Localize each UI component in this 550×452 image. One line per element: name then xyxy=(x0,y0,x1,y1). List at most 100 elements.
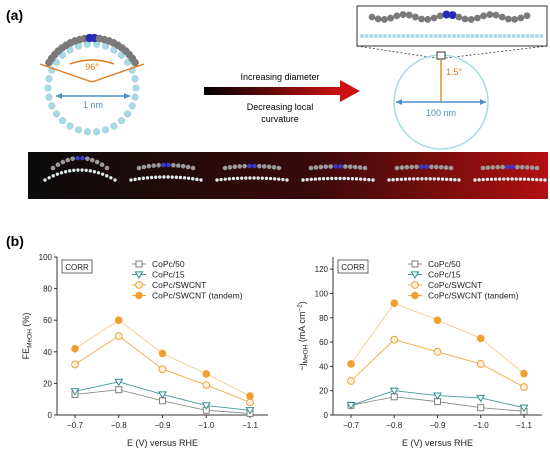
strip-molecule-atom xyxy=(276,165,282,171)
molecule-atom xyxy=(131,58,139,67)
strip-carbon-bead xyxy=(68,169,72,173)
strip-molecule-atom xyxy=(347,164,353,170)
strip-molecule-atom xyxy=(222,165,228,171)
strip-carbon-bead xyxy=(72,168,76,173)
strip-carbon-bead xyxy=(543,178,547,182)
corr-tag: CORR xyxy=(61,259,93,274)
diameter-arrowhead xyxy=(396,99,402,105)
strip-carbon-bead xyxy=(428,177,432,181)
strip-molecule-atom xyxy=(480,165,486,171)
molecule-atom xyxy=(455,13,463,21)
strip-carbon-bead xyxy=(178,175,183,180)
strip-carbon-bead xyxy=(252,176,256,180)
strip-molecule-atom xyxy=(328,164,333,169)
strip-cobalt-atom xyxy=(252,163,257,169)
strip-carbon-bead xyxy=(338,176,342,181)
strip-molecule-atom xyxy=(495,164,501,170)
chart-faradaic-efficiency: 0 20 40 60 80 100 −0.7 −0.8 −0.9 −1.0 −1.1 E (V) ve… xyxy=(21,253,268,448)
angle-label-right: 1.5° xyxy=(446,67,463,77)
series-copc-swcnt xyxy=(71,332,254,407)
y-tick-label: 60 xyxy=(43,316,52,325)
series-copc-15 xyxy=(346,387,529,413)
carbon-bead xyxy=(45,93,53,101)
strip-cobalt-atom xyxy=(247,163,252,169)
strip-carbon-bead xyxy=(96,171,101,175)
strip-molecule-atom xyxy=(136,165,142,171)
data-point-triangle xyxy=(158,391,167,399)
carbon-bead xyxy=(424,34,429,38)
x-axis-label: E (V) versus RHE xyxy=(127,438,198,448)
strip-carbon-bead xyxy=(371,178,375,182)
data-point-circle-filled xyxy=(347,360,355,368)
carbon-bead xyxy=(438,34,443,38)
molecule-atom xyxy=(498,13,506,21)
legend-label: CoPc/SWCNT xyxy=(428,280,482,290)
strip-carbon-bead xyxy=(350,176,355,181)
strip-carbon-bead xyxy=(277,177,281,181)
molecule-atom xyxy=(387,14,394,22)
y-tick-label: 0 xyxy=(324,411,329,420)
carbon-bead xyxy=(387,34,392,38)
arrow-label-bottom-2: curvature xyxy=(261,114,299,124)
molecule-atom xyxy=(517,14,525,22)
data-point-triangle xyxy=(201,402,211,410)
strip-molecule-atom xyxy=(534,165,540,171)
carbon-bead xyxy=(373,34,378,38)
strip-carbon-bead xyxy=(518,177,522,181)
carbon-bead xyxy=(484,34,489,38)
strip-carbon-bead xyxy=(526,177,531,181)
strip-carbon-bead xyxy=(105,174,109,178)
strip-carbon-bead xyxy=(530,177,535,182)
strip-carbon-bead xyxy=(191,177,195,181)
data-point-triangle xyxy=(134,271,144,279)
strip-molecule-atom xyxy=(89,157,95,163)
legend-entry: CoPc/SWCNT xyxy=(408,280,482,290)
molecule-atom xyxy=(474,14,481,22)
strip-molecule-atom xyxy=(485,165,491,170)
strip-molecule-atom xyxy=(237,164,243,169)
carbon-bead xyxy=(498,34,502,38)
strip-carbon-bead xyxy=(43,178,47,182)
strip-carbon-bead xyxy=(145,176,150,180)
strip-carbon-bead xyxy=(477,178,481,182)
molecule-atom xyxy=(424,16,432,23)
data-point-circle-open xyxy=(71,360,79,369)
carbon-bead xyxy=(521,34,525,38)
strip-molecule-atom xyxy=(318,164,324,170)
strip-molecule-atom xyxy=(175,163,181,168)
diameter-label-right: 100 nm xyxy=(426,108,456,118)
carbon-bead xyxy=(45,75,53,83)
strip-background xyxy=(28,152,548,199)
strip-carbon-bead xyxy=(489,177,494,181)
y-axis-label: FEMeOH (%) xyxy=(21,313,34,360)
strip-molecule-atom xyxy=(141,164,147,170)
carbon-bead xyxy=(410,34,415,38)
strip-carbon-bead xyxy=(391,178,395,182)
strip-molecule-atom xyxy=(171,162,176,168)
strip-molecule-atom xyxy=(261,164,267,169)
carbon-bead xyxy=(383,34,387,38)
strip-carbon-bead xyxy=(166,175,170,179)
strip-carbon-bead xyxy=(326,176,330,181)
molecule-atom xyxy=(492,11,500,19)
strip-molecule-atom xyxy=(60,159,66,165)
strip-carbon-bead xyxy=(473,178,477,182)
strip-carbon-bead xyxy=(149,175,154,180)
strip-carbon-bead xyxy=(235,176,240,181)
data-point-circle-open xyxy=(433,347,442,356)
diameter-arrowhead xyxy=(124,93,130,99)
data-point-circle-open xyxy=(411,281,419,289)
strip-carbon-bead xyxy=(436,177,441,181)
carbon-bead xyxy=(48,102,56,110)
carbon-bead xyxy=(110,122,118,130)
y-axis-label: −jMeOH (mA cm−2) xyxy=(297,301,310,370)
carbon-bead xyxy=(479,34,484,38)
carbon-bead xyxy=(401,34,406,38)
strip-carbon-bead xyxy=(444,177,449,182)
strip-carbon-bead xyxy=(182,176,187,180)
strip-carbon-bead xyxy=(158,175,162,179)
strip-carbon-bead xyxy=(264,176,269,181)
molecule-atom xyxy=(486,11,494,18)
carbon-bead xyxy=(534,34,539,38)
carbon-bead xyxy=(52,110,60,118)
